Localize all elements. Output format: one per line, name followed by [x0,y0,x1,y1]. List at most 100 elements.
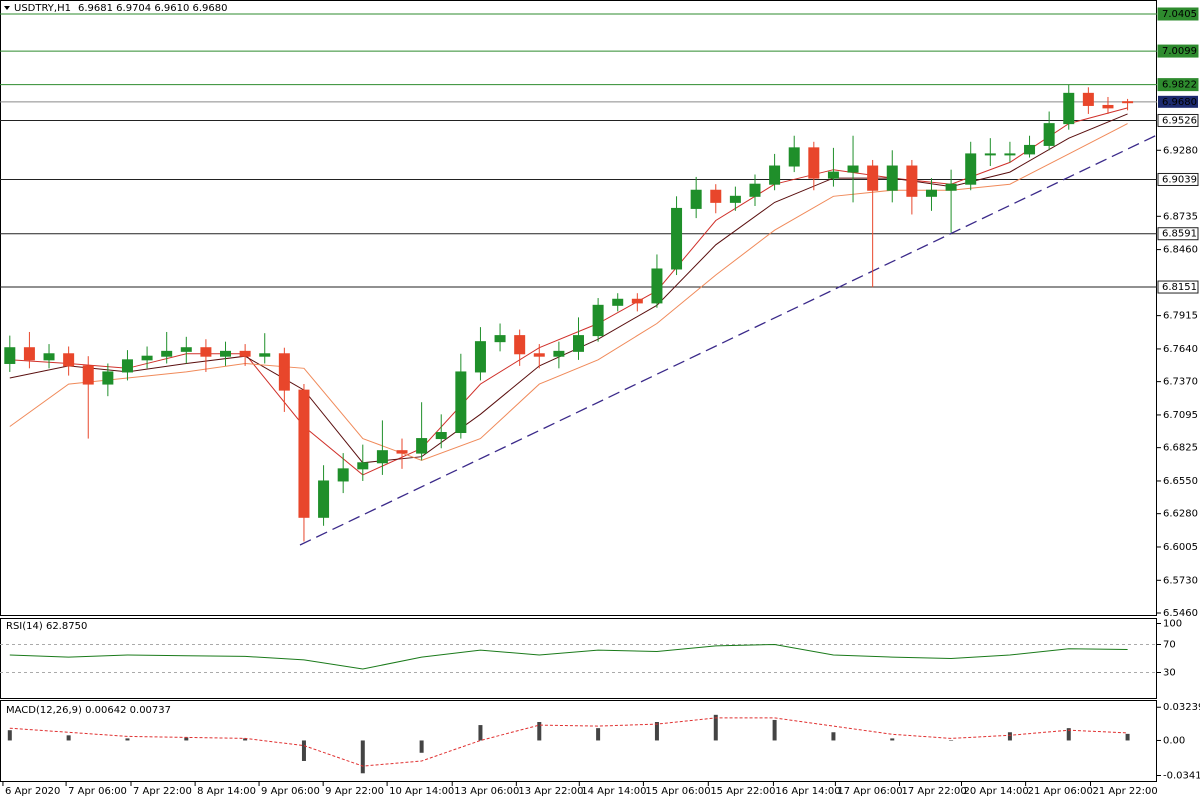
y-tick-label: 0.03239 [1163,702,1200,713]
moving-average [9,123,1128,461]
macd-bar [1125,733,1130,741]
macd-bar [125,738,130,741]
candle-body [984,153,996,156]
y-tick-label: 6.6550 [1163,476,1198,487]
candle-body [729,195,741,203]
candle-body [121,359,133,373]
rsi-panel [0,618,1157,699]
level-label: 6.8151 [1162,282,1197,293]
menu-arrow[interactable] [4,6,10,10]
y-tick-label: 6.6280 [1163,509,1198,520]
candle-body [102,371,114,385]
macd-bar [360,740,365,774]
candle-body [1122,101,1134,104]
level-label: 7.0099 [1162,46,1197,57]
candle-body [808,147,820,179]
macd-panel [0,700,1157,782]
macd-bar [301,740,306,761]
level-box [1157,113,1199,127]
candle-body [220,350,232,357]
y-tick-label: 6.9280 [1163,145,1198,156]
candle-body [788,147,800,167]
candle-body [769,165,781,185]
candle-body [357,462,369,470]
y-tick-label: 6.5730 [1163,575,1198,586]
candle-body [278,353,290,391]
y-tick-label: -0.03417 [1163,771,1200,782]
candle-body [749,183,761,197]
candle-body [239,350,251,357]
macd-bar [184,737,189,741]
macd-bar [419,740,424,753]
x-tick-label: 8 Apr 14:00 [197,786,256,797]
x-tick-label: 13 Apr 22:00 [518,786,583,797]
candle-body [1082,92,1094,106]
candle-body [867,165,879,191]
candle-body [259,353,271,357]
candle-body [612,298,624,306]
candle-body [1102,104,1114,109]
level-box [1157,227,1199,241]
y-tick-label: 6.7095 [1163,410,1198,421]
x-tick-label: 7 Apr 22:00 [133,786,192,797]
y-tick-label: 6.8460 [1163,245,1198,256]
candle-body [945,183,957,191]
x-tick-label: 9 Apr 06:00 [261,786,320,797]
y-tick-label: 6.8735 [1163,211,1198,222]
y-tick-label: 30 [1163,668,1176,679]
candle-body [886,165,898,191]
candle-body [533,353,545,357]
candle-body [925,189,937,197]
candle-body [396,450,408,454]
trendline [299,134,1158,546]
candle-body [631,298,643,304]
candle-body [906,165,918,197]
macd-bar [654,722,659,741]
indicator-title: RSI(14) 62.8750 [6,621,87,632]
candle-body [710,189,722,203]
ohlc: 6.9681 6.9704 6.9610 6.9680 [78,3,228,14]
level-label: 6.9039 [1162,174,1197,185]
x-tick-label: 15 Apr 06:00 [645,786,710,797]
macd-bar [890,738,895,741]
candle-body [1024,144,1036,155]
candle-body [474,341,486,373]
candle-body [1043,123,1055,146]
x-tick-label: 10 Apr 14:00 [389,786,454,797]
macd-bar [478,725,483,741]
candle-body [4,347,16,364]
x-tick-label: 7 Apr 06:00 [68,786,127,797]
y-tick-label: 6.6005 [1163,542,1198,553]
x-tick-label: 6 Apr 2020 [5,786,60,797]
y-tick-label: 6.6825 [1163,443,1198,454]
x-tick-label: 14 Apr 14:00 [581,786,646,797]
y-tick-label: 0.00 [1163,735,1185,746]
candle-body [298,389,310,518]
candle-body [965,153,977,185]
candle-body [180,347,192,352]
candle-body [82,365,94,385]
level-label: 7.0405 [1162,9,1197,20]
candle-body [376,450,388,464]
macd-bar [66,735,71,741]
macd-bar [713,714,718,741]
x-tick-label: 17 Apr 22:00 [902,786,967,797]
y-tick-label: 6.7370 [1163,377,1198,388]
x-tick-label: 17 Apr 06:00 [837,786,902,797]
level-box [1157,44,1199,58]
moving-average [9,113,1128,464]
macd-signal [9,717,1128,767]
macd-bar [7,730,12,741]
macd-bar [1007,732,1012,741]
candle-body [553,350,565,357]
price-panel [0,0,1157,616]
level-label: 6.9526 [1162,115,1197,126]
candle-body [337,468,349,482]
level-box [1157,78,1199,92]
macd-bar [537,722,542,741]
candle-body [847,165,859,173]
y-tick-label: 6.7915 [1163,311,1198,322]
level-label: 6.9822 [1162,80,1197,91]
